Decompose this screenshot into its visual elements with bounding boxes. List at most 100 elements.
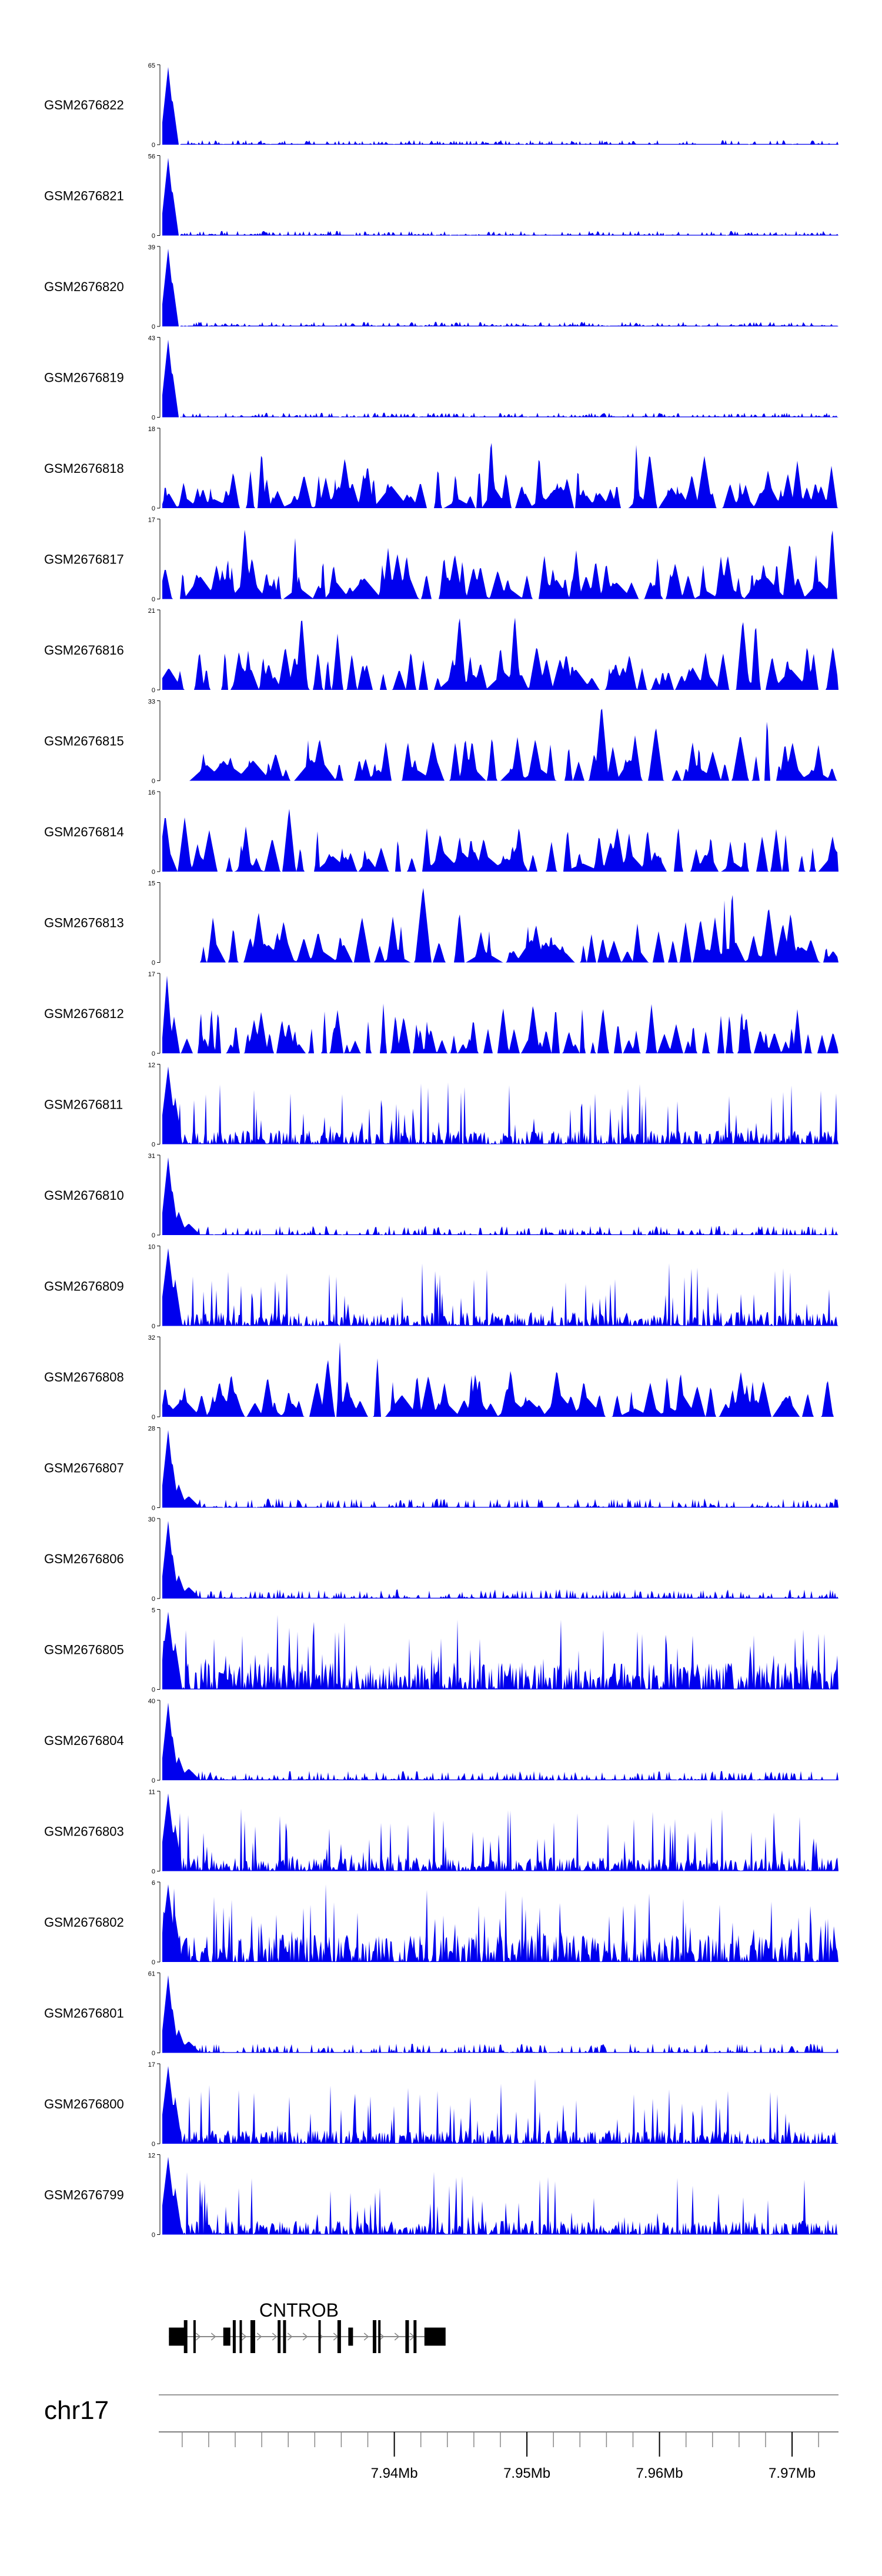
y-max-label: 11 — [149, 1789, 155, 1796]
track-GSM2676801: GSM2676801 61 0 — [44, 1971, 838, 2057]
y-max-label: 56 — [148, 154, 155, 161]
y-max-label: 6 — [152, 1880, 155, 1887]
intron-arrow — [379, 2333, 385, 2341]
y-max-label: 10 — [148, 1244, 155, 1251]
track-GSM2676800: GSM2676800 17 0 — [44, 2061, 838, 2148]
y-min-label: 0 — [152, 1777, 155, 1784]
signal-area — [162, 529, 838, 599]
track-GSM2676808: GSM2676808 32 0 — [44, 1334, 838, 1421]
y-min-label: 0 — [152, 687, 155, 694]
track-label: GSM2676819 — [44, 371, 124, 385]
intron-arrow — [363, 2333, 369, 2341]
signal-area — [162, 339, 838, 418]
track-label: GSM2676818 — [44, 461, 124, 476]
track-label: GSM2676816 — [44, 643, 124, 658]
x-tick-label: 7.97Mb — [769, 2465, 816, 2481]
signal-area — [162, 1703, 838, 1780]
x-tick-label: 7.95Mb — [503, 2465, 550, 2481]
signal-area — [162, 158, 838, 236]
track-GSM2676818: GSM2676818 18 0 — [44, 426, 838, 512]
y-max-label: 31 — [148, 1153, 155, 1160]
y-min-label: 0 — [152, 1596, 155, 1603]
signal-area — [162, 2157, 838, 2235]
track-GSM2676809: GSM2676809 10 0 — [44, 1244, 838, 1330]
y-max-label: 33 — [148, 699, 155, 706]
exon — [193, 2320, 196, 2353]
exon — [239, 2320, 242, 2353]
exon — [348, 2327, 353, 2346]
track-GSM2676799: GSM2676799 12 0 — [44, 2153, 838, 2239]
track-label: GSM2676802 — [44, 1915, 124, 1930]
y-max-label: 17 — [148, 517, 155, 524]
exon — [405, 2320, 409, 2353]
signal-area — [162, 1793, 838, 1871]
track-GSM2676806: GSM2676806 30 0 — [44, 1516, 838, 1603]
intron-arrow — [394, 2333, 400, 2341]
exon — [232, 2320, 236, 2353]
intron-arrow — [195, 2333, 201, 2341]
track-label: GSM2676820 — [44, 279, 124, 294]
track-GSM2676807: GSM2676807 28 0 — [44, 1426, 838, 1512]
track-label: GSM2676815 — [44, 734, 124, 749]
y-min-label: 0 — [152, 960, 155, 967]
y-min-label: 0 — [152, 1050, 155, 1057]
chromosome-label: chr17 — [44, 2396, 109, 2425]
track-label: GSM2676812 — [44, 1006, 124, 1021]
y-max-label: 15 — [148, 880, 155, 887]
y-min-label: 0 — [152, 2141, 155, 2148]
signal-area — [162, 1884, 838, 1962]
track-label: GSM2676799 — [44, 2188, 124, 2203]
y-max-label: 61 — [148, 1971, 155, 1978]
y-max-label: 65 — [148, 62, 155, 69]
y-min-label: 0 — [152, 1142, 155, 1149]
gene-name: CNTROB — [259, 2300, 339, 2321]
signal-area — [162, 1157, 838, 1235]
gene-model: CNTROB — [169, 2300, 446, 2353]
track-GSM2676803: GSM2676803 11 0 — [44, 1789, 838, 1876]
track-label: GSM2676806 — [44, 1551, 124, 1566]
y-min-label: 0 — [152, 142, 155, 149]
y-min-label: 0 — [152, 323, 155, 331]
y-min-label: 0 — [152, 1323, 155, 1330]
track-label: GSM2676811 — [44, 1097, 123, 1112]
y-min-label: 0 — [152, 596, 155, 603]
signal-area — [162, 709, 838, 781]
track-GSM2676804: GSM2676804 40 0 — [44, 1698, 838, 1784]
track-GSM2676822: GSM2676822 65 0 — [44, 62, 838, 149]
y-min-label: 0 — [152, 1505, 155, 1512]
exon — [413, 2320, 417, 2353]
signal-area — [162, 976, 838, 1053]
y-max-label: 43 — [148, 335, 155, 342]
intron-arrow — [272, 2333, 278, 2341]
track-label: GSM2676808 — [44, 1370, 124, 1384]
track-GSM2676817: GSM2676817 17 0 — [44, 517, 838, 603]
exon — [250, 2320, 255, 2353]
y-max-label: 17 — [148, 971, 155, 978]
y-min-label: 0 — [152, 2232, 155, 2239]
exon — [183, 2320, 188, 2353]
track-label: GSM2676813 — [44, 916, 124, 930]
track-label: GSM2676809 — [44, 1279, 124, 1294]
y-min-label: 0 — [152, 778, 155, 785]
signal-area — [162, 1342, 838, 1417]
x-tick-label: 7.96Mb — [636, 2465, 683, 2481]
exon — [378, 2320, 381, 2353]
signal-area — [162, 1430, 838, 1508]
track-label: GSM2676804 — [44, 1733, 124, 1748]
signal-area — [162, 2066, 838, 2144]
exon — [169, 2327, 187, 2346]
track-GSM2676814: GSM2676814 16 0 — [44, 789, 838, 876]
track-label: GSM2676810 — [44, 1188, 124, 1203]
exon — [337, 2320, 341, 2353]
signal-area — [162, 809, 838, 872]
exon — [223, 2327, 230, 2346]
track-GSM2676819: GSM2676819 43 0 — [44, 335, 838, 422]
track-label: GSM2676805 — [44, 1643, 124, 1657]
y-max-label: 5 — [152, 1607, 155, 1614]
y-min-label: 0 — [152, 1232, 155, 1239]
track-GSM2676816: GSM2676816 21 0 — [44, 608, 838, 694]
exon — [278, 2320, 281, 2353]
signal-area — [162, 249, 838, 326]
track-label: GSM2676821 — [44, 189, 124, 203]
track-GSM2676812: GSM2676812 17 0 — [44, 971, 838, 1057]
